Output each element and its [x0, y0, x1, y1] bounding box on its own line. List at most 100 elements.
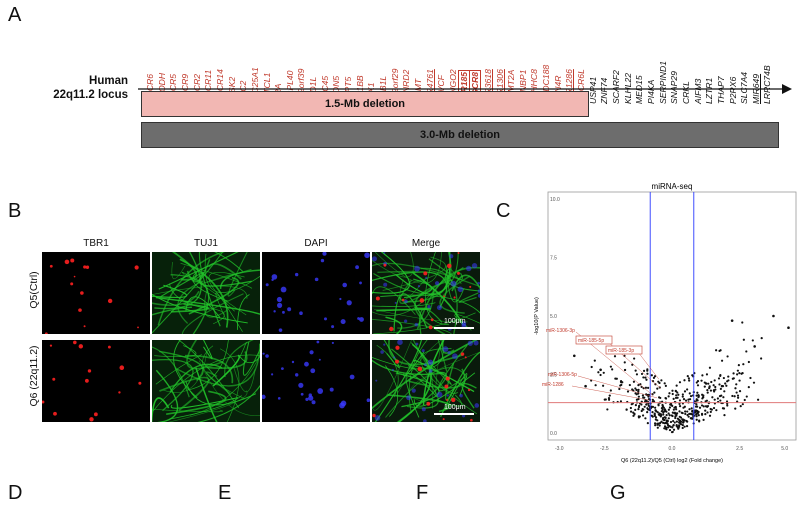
- volcano-point: [696, 391, 699, 394]
- volcano-point: [733, 395, 736, 398]
- volcano-point: [672, 408, 675, 411]
- volcano-point: [640, 372, 644, 376]
- volcano-point: [681, 395, 684, 398]
- volcano-point: [599, 373, 602, 377]
- volcano-point: [656, 423, 659, 426]
- volcano-point: [696, 384, 700, 387]
- volcano-point: [613, 355, 617, 358]
- volcano-point: [639, 383, 642, 386]
- volcano-point: [644, 417, 647, 420]
- volcano-point: [725, 400, 729, 403]
- volcano-point: [656, 387, 659, 390]
- volcano-point: [737, 364, 740, 367]
- volcano-point: [654, 406, 657, 409]
- volcano-point: [646, 410, 649, 414]
- micrograph-tbr1-22q: [42, 340, 150, 422]
- volcano-point: [723, 414, 726, 417]
- volcano-point: [676, 396, 679, 399]
- micrograph-dapi-22q: [262, 340, 370, 422]
- volcano-frame: [547, 191, 797, 441]
- volcano-point: [741, 321, 744, 324]
- volcano-point: [675, 420, 678, 423]
- scale-bar-label-ctrl: 100μm: [444, 318, 466, 325]
- volcano-point: [678, 421, 681, 424]
- panel-a-label: A: [8, 4, 22, 26]
- volcano-point: [704, 413, 707, 416]
- volcano-point: [738, 379, 741, 382]
- volcano-plot: miRNA-seq -log10(P Value) Q6 (22q11.2)/Q5 …: [534, 182, 797, 464]
- volcano-point: [653, 391, 656, 394]
- volcano-point: [698, 420, 701, 423]
- volcano-point: [679, 423, 683, 426]
- volcano-point: [687, 398, 690, 401]
- panel-e-label: E: [218, 482, 232, 504]
- volcano-point: [760, 357, 763, 360]
- volcano-point: [672, 419, 675, 423]
- volcano-point: [675, 394, 678, 397]
- volcano-point: [646, 369, 649, 372]
- volcano-point: [700, 379, 703, 382]
- volcano-point: [694, 409, 697, 412]
- micrograph-tuj1-22q: [152, 340, 260, 422]
- volcano-point: [668, 392, 671, 395]
- volcano-point: [665, 428, 668, 431]
- volcano-point: [672, 397, 675, 400]
- volcano-point: [688, 392, 691, 395]
- volcano-point: [607, 398, 611, 401]
- volcano-point: [641, 408, 644, 411]
- volcano-point: [681, 426, 684, 430]
- volcano-point: [645, 399, 648, 402]
- annotation-leader: [577, 375, 658, 399]
- volcano-point: [704, 400, 707, 403]
- volcano-point: [653, 375, 657, 378]
- volcano-point: [629, 410, 633, 413]
- volcano-point: [688, 412, 691, 415]
- volcano-point: [702, 405, 705, 408]
- volcano-point: [691, 410, 694, 413]
- volcano-point: [645, 403, 648, 406]
- volcano-point: [659, 396, 662, 400]
- volcano-point: [743, 398, 746, 402]
- volcano-point: [644, 376, 647, 379]
- volcano-point: [701, 393, 704, 396]
- volcano-point: [694, 411, 697, 414]
- volcano-xtick: 0.0: [669, 446, 676, 452]
- volcano-point: [706, 391, 709, 394]
- volcano-point: [664, 416, 667, 419]
- volcano-point: [594, 384, 597, 387]
- volcano-point: [749, 376, 752, 380]
- volcano-point: [626, 390, 630, 393]
- volcano-point: [683, 390, 687, 393]
- volcano-point: [654, 383, 657, 386]
- volcano-point: [665, 414, 668, 417]
- volcano-point: [679, 416, 683, 419]
- volcano-point: [718, 349, 721, 353]
- volcano-point: [664, 397, 668, 400]
- volcano-point: [662, 406, 665, 409]
- volcano-point: [712, 406, 716, 410]
- volcano-point: [668, 428, 672, 432]
- volcano-point: [671, 430, 674, 434]
- volcano-point: [671, 392, 674, 396]
- volcano-point: [702, 418, 705, 421]
- volcano-point: [647, 386, 650, 390]
- volcano-point: [707, 382, 710, 385]
- col-label-tuj1: TUJ1: [194, 238, 218, 249]
- volcano-point: [663, 382, 666, 385]
- volcano-point: [673, 421, 676, 424]
- volcano-point: [695, 415, 698, 418]
- volcano-point: [599, 368, 602, 372]
- volcano-point: [660, 420, 663, 423]
- volcano-point: [709, 389, 713, 392]
- volcano-point: [660, 379, 663, 382]
- micrograph-tuj1-ctrl: [152, 252, 260, 334]
- volcano-point: [666, 426, 670, 429]
- volcano-point: [700, 404, 704, 407]
- volcano-point: [608, 394, 611, 397]
- volcano-point: [678, 381, 682, 384]
- volcano-point: [688, 408, 691, 411]
- volcano-point: [720, 394, 723, 397]
- volcano-point: [641, 394, 644, 397]
- volcano-point: [674, 405, 677, 409]
- volcano-point: [704, 382, 708, 385]
